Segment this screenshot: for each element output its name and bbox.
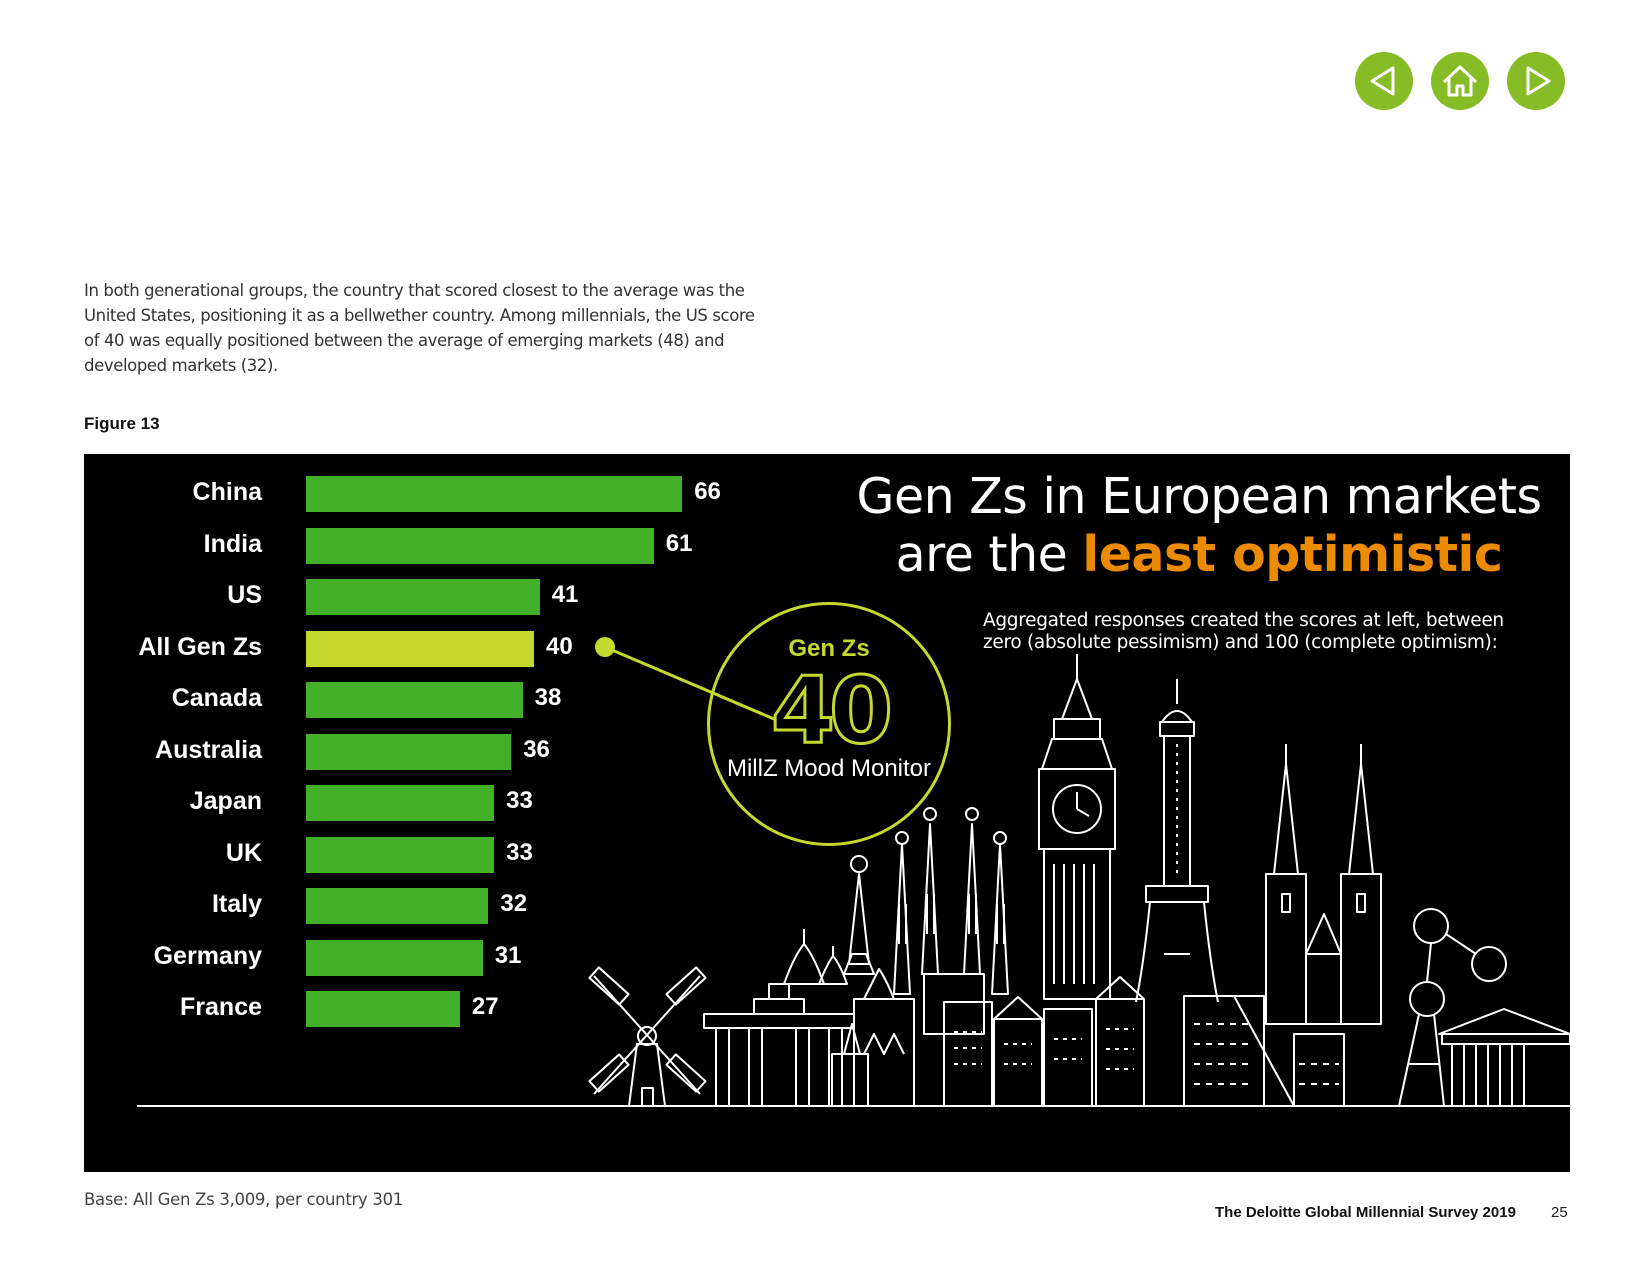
windmill-icon (588, 966, 707, 1107)
bar-value-label: 40 (546, 632, 573, 660)
bar (306, 630, 534, 667)
badge-score: 40 (769, 657, 894, 764)
bar-value-label: 61 (665, 529, 693, 557)
bar-value-label: 41 (551, 581, 579, 608)
european-skyline-illustration (137, 654, 1570, 1107)
country-label: France (180, 993, 262, 1021)
bar (306, 785, 495, 821)
mood-monitor-badge: Gen Zs 40 MillZ Mood Monitor (707, 602, 951, 846)
next-page-button[interactable] (1507, 52, 1565, 110)
bar-value-label: 27 (471, 993, 499, 1020)
bar (306, 579, 540, 615)
country-label: Canada (171, 684, 262, 712)
bar (306, 733, 512, 770)
country-label: China (192, 478, 262, 506)
country-label: Japan (189, 787, 262, 815)
base-note: Base: All Gen Zs 3,009, per country 301 (84, 1190, 403, 1209)
home-icon (1442, 65, 1478, 97)
previous-page-button[interactable] (1355, 52, 1413, 110)
country-label: US (227, 581, 262, 609)
bar (306, 682, 523, 718)
temple-icon (1438, 1008, 1570, 1106)
figure-label: Figure 13 (84, 414, 160, 433)
home-button[interactable] (1431, 52, 1489, 110)
scoring-note: Aggregated responses created the scores … (983, 610, 1504, 653)
headline-line1: Gen Zs in European markets (856, 468, 1542, 525)
headline-accent: least optimistic (1082, 526, 1503, 583)
country-label: Australia (155, 735, 262, 764)
tyn-church-icon (1265, 744, 1382, 1025)
bar (306, 527, 654, 564)
tower-icon (1135, 679, 1219, 1003)
bar (306, 836, 495, 873)
big-ben-icon (1038, 654, 1116, 1000)
triangle-left-icon (1370, 66, 1395, 96)
bar (306, 888, 489, 924)
badge-label-bottom: MillZ Mood Monitor (726, 755, 932, 782)
bar (306, 476, 683, 512)
country-label: UK (225, 838, 262, 867)
bar-value-label: 33 (506, 838, 533, 866)
bar-value-label: 31 (494, 941, 522, 969)
bar (306, 991, 460, 1027)
triangle-right-icon (1526, 66, 1551, 96)
page-number: 25 (1551, 1204, 1568, 1221)
bar-value-label: 36 (523, 735, 550, 763)
country-label: Italy (211, 890, 262, 918)
country-label: India (203, 529, 262, 558)
cathedral-spires-icon (893, 807, 1009, 1035)
townhouses-icon (943, 976, 1145, 1107)
bar-value-label: 66 (694, 478, 721, 505)
headline-line2-prefix: are the (895, 526, 1083, 583)
headline: Gen Zs in European markets are the least… (844, 468, 1554, 584)
footer-survey-title: The Deloitte Global Millennial Survey 20… (1215, 1204, 1516, 1221)
connector-dot (595, 637, 615, 657)
st-basils-cathedral-icon (783, 855, 915, 1107)
country-label: All Gen Zs (138, 632, 262, 661)
headline-line2: are the least optimistic (844, 526, 1554, 584)
bar-value-label: 32 (500, 890, 528, 917)
atomium-icon (1398, 908, 1507, 1107)
badge-label-top: Gen Zs (788, 635, 870, 662)
country-label: Germany (153, 941, 262, 970)
intro-paragraph: In both generational groups, the country… (84, 281, 755, 375)
bar-value-label: 33 (506, 787, 533, 814)
bar-value-label: 38 (534, 684, 562, 711)
bar (306, 939, 483, 976)
guildhall-icon (1183, 995, 1345, 1107)
figure-panel: China 66 India 61 US 41 All Gen Zs 40 Canada 38 Au… (84, 454, 1570, 1172)
